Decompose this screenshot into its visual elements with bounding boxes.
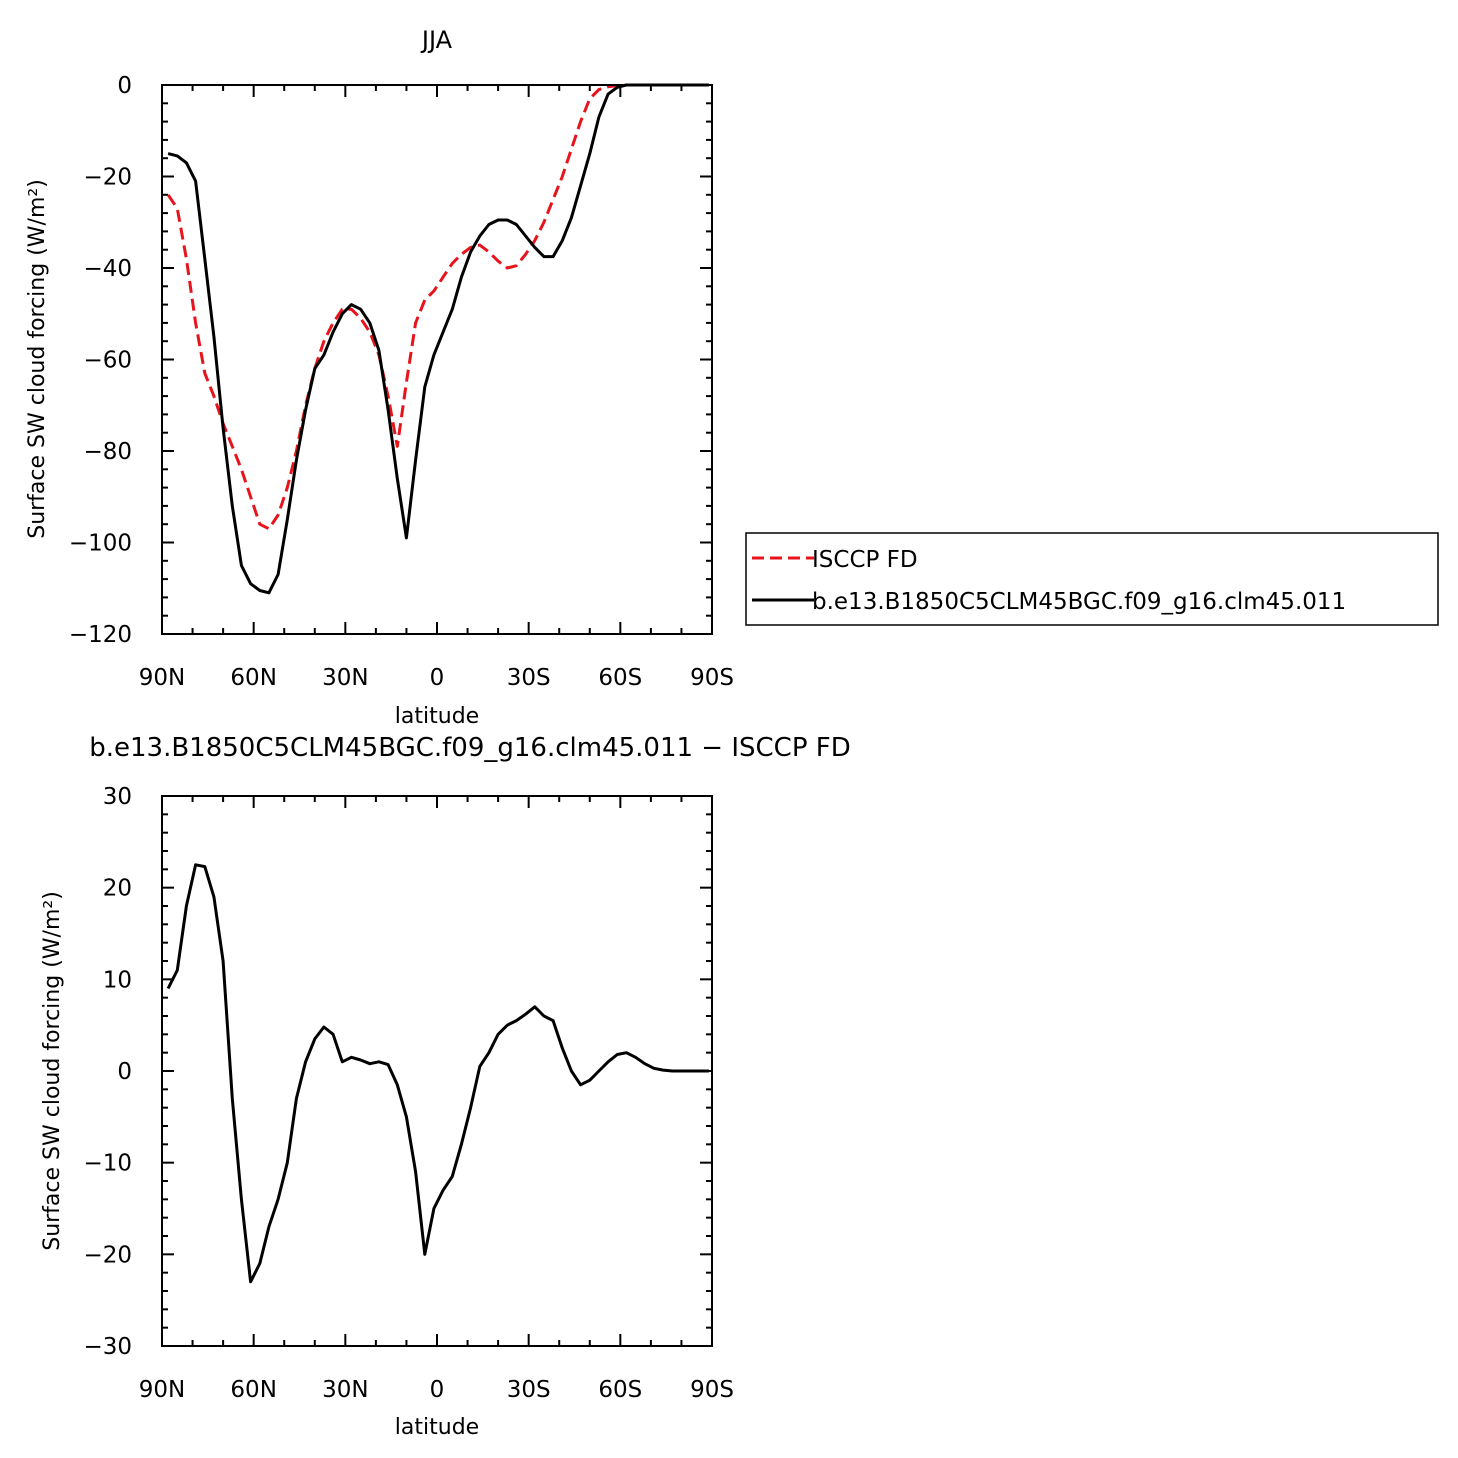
chart-top-title: JJA [420,26,453,54]
x-tick-label: 30S [507,665,551,691]
legend-box [745,532,1439,626]
legend-label-isccp: ISCCP FD [812,547,918,573]
y-tick-label: 10 [103,967,132,993]
y-tick-label: −100 [69,531,132,557]
x-tick-label: 90N [139,665,185,691]
chart-top-y-tick-labels: 0 −20 −40 −60 −80 −100 −120 [69,73,132,648]
x-tick-label: 90S [690,1377,734,1403]
x-tick-label: 30N [322,665,368,691]
chart-bottom-x-axis-label: latitude [395,1415,479,1440]
x-tick-label: 60S [598,1377,642,1403]
y-tick-label: −20 [83,165,132,191]
chart-bottom-axes [161,795,713,1347]
chart-top: JJA 90N 60N 30N 0 30S 60S 90S 0 −20 −40 … [25,26,1439,729]
x-tick-label: 90S [690,665,734,691]
series-line-difference-0 [166,863,709,1284]
x-tick-label: 60S [598,665,642,691]
y-tick-label: 30 [103,784,132,810]
chart-top-series [166,83,709,595]
chart-bottom-title: b.e13.B1850C5CLM45BGC.f09_g16.clm45.011 … [89,733,851,763]
x-tick-label: 0 [430,1377,445,1403]
chart-top-x-axis-label: latitude [395,704,479,729]
series-line-b-e13-b1850c5clm45bgc-f09-g16-clm45-011 [167,83,709,595]
chart-bottom-series [166,863,709,1284]
chart-top-axes [161,84,713,635]
x-tick-label: 30S [507,1377,551,1403]
x-tick-label: 0 [430,665,445,691]
chart-top-frame [161,84,713,635]
x-tick-label: 60N [230,665,276,691]
y-tick-label: −80 [83,439,132,465]
chart-bottom-x-tick-labels: 90N 60N 30N 0 30S 60S 90S [139,1377,734,1403]
chart-bottom-y-axis-label: Surface SW cloud forcing (W/m²) [40,891,65,1251]
y-tick-label: −120 [69,622,132,648]
y-tick-label: −60 [83,348,132,374]
chart-top-legend: ISCCP FD b.e13.B1850C5CLM45BGC.f09_g16.c… [745,532,1439,626]
chart-bottom: b.e13.B1850C5CLM45BGC.f09_g16.clm45.011 … [40,733,851,1440]
x-tick-label: 90N [139,1377,185,1403]
y-tick-label: 0 [117,1059,132,1085]
legend-label-model: b.e13.B1850C5CLM45BGC.f09_g16.clm45.011 [812,589,1346,615]
chart-top-x-tick-labels: 90N 60N 30N 0 30S 60S 90S [139,665,734,691]
chart-bottom-frame [161,795,713,1347]
y-tick-label: 0 [117,73,132,99]
chart-top-y-axis-label: Surface SW cloud forcing (W/m²) [25,179,50,539]
x-tick-label: 30N [322,1377,368,1403]
x-tick-label: 60N [230,1377,276,1403]
y-tick-label: 20 [103,876,132,902]
y-tick-label: −30 [83,1334,132,1360]
chart-bottom-y-tick-labels: 30 20 10 0 −10 −20 −30 [83,784,132,1360]
y-tick-label: −20 [83,1242,132,1268]
y-tick-label: −10 [83,1151,132,1177]
series-line-isccp-fd [166,83,709,531]
y-tick-label: −40 [83,256,132,282]
